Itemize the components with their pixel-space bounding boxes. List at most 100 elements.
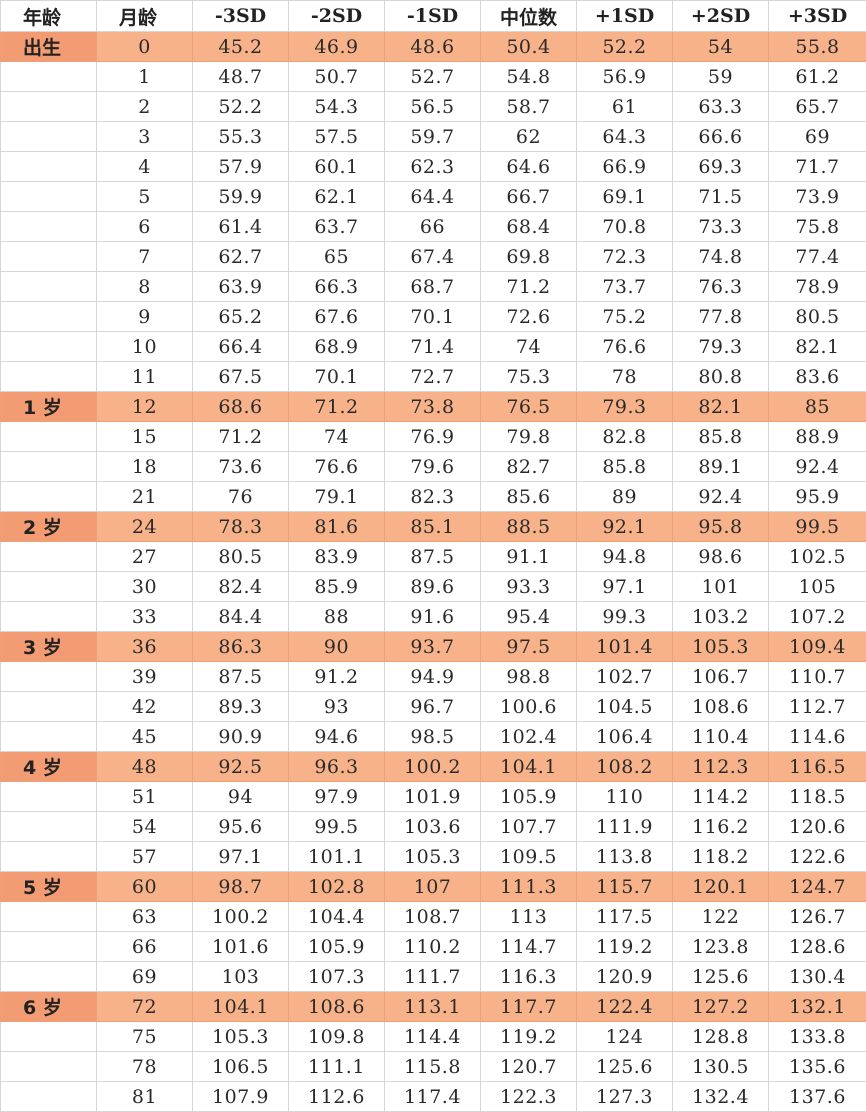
month-cell: 78 <box>96 1051 193 1082</box>
value-cell: 112.7 <box>768 691 866 722</box>
month-cell: 5 <box>96 181 193 212</box>
table-row: 3 55.3 57.5 59.7 62 64.3 66.6 69 <box>0 121 866 152</box>
value-cell: 54 <box>672 31 769 62</box>
value-cell: 103 <box>192 961 289 992</box>
month-cell: 18 <box>96 451 193 482</box>
value-cell: 107.7 <box>480 811 577 842</box>
value-cell: 103.6 <box>384 811 481 842</box>
value-cell: 98.7 <box>192 871 289 902</box>
value-cell: 68.7 <box>384 271 481 302</box>
value-cell: 98.8 <box>480 661 577 692</box>
value-cell: 75.8 <box>768 211 866 242</box>
table-row: 51 94 97.9 101.9 105.9 110 114.2 118.5 <box>0 781 866 812</box>
value-cell: 104.1 <box>480 751 577 782</box>
value-cell: 69.3 <box>672 151 769 182</box>
age-cell <box>0 961 97 992</box>
value-cell: 64.4 <box>384 181 481 212</box>
header-plus3sd: +3SD <box>768 0 866 32</box>
value-cell: 116.5 <box>768 751 866 782</box>
value-cell: 102.8 <box>288 871 385 902</box>
age-cell: 1 岁 <box>0 391 97 422</box>
age-cell <box>0 571 97 602</box>
month-cell: 42 <box>96 691 193 722</box>
value-cell: 97.1 <box>192 841 289 872</box>
age-cell <box>0 181 97 212</box>
value-cell: 109.8 <box>288 1021 385 1052</box>
value-cell: 85.6 <box>480 481 577 512</box>
month-cell: 12 <box>96 391 193 422</box>
month-cell: 75 <box>96 1021 193 1052</box>
value-cell: 92.1 <box>576 511 673 542</box>
month-cell: 24 <box>96 511 193 542</box>
table-row: 27 80.5 83.9 87.5 91.1 94.8 98.6 102.5 <box>0 541 866 572</box>
age-cell <box>0 211 97 242</box>
value-cell: 87.5 <box>384 541 481 572</box>
value-cell: 73.9 <box>768 181 866 212</box>
value-cell: 84.4 <box>192 601 289 632</box>
table-row: 21 76 79.1 82.3 85.6 89 92.4 95.9 <box>0 481 866 512</box>
value-cell: 65.7 <box>768 91 866 122</box>
value-cell: 69.1 <box>576 181 673 212</box>
age-cell: 出生 <box>0 31 97 62</box>
month-cell: 54 <box>96 811 193 842</box>
value-cell: 66.4 <box>192 331 289 362</box>
value-cell: 57.9 <box>192 151 289 182</box>
value-cell: 96.7 <box>384 691 481 722</box>
month-cell: 66 <box>96 931 193 962</box>
table-row: 4 岁 48 92.5 96.3 100.2 104.1 108.2 112.3 116.5 <box>0 751 866 782</box>
table-row: 6 岁 72 104.1 108.6 113.1 117.7 122.4 127.2 132.1 <box>0 991 866 1022</box>
value-cell: 103.2 <box>672 601 769 632</box>
value-cell: 88.5 <box>480 511 577 542</box>
value-cell: 113 <box>480 901 577 932</box>
month-cell: 10 <box>96 331 193 362</box>
value-cell: 56.9 <box>576 61 673 92</box>
value-cell: 69 <box>768 121 866 152</box>
value-cell: 54.3 <box>288 91 385 122</box>
age-cell <box>0 91 97 122</box>
table-row: 1 48.7 50.7 52.7 54.8 56.9 59 61.2 <box>0 61 866 92</box>
header-month: 月龄 <box>96 0 193 32</box>
table-row: 5 59.9 62.1 64.4 66.7 69.1 71.5 73.9 <box>0 181 866 212</box>
value-cell: 71.5 <box>672 181 769 212</box>
table-row: 57 97.1 101.1 105.3 109.5 113.8 118.2 122.6 <box>0 841 866 872</box>
table-row: 42 89.3 93 96.7 100.6 104.5 108.6 112.7 <box>0 691 866 722</box>
value-cell: 55.8 <box>768 31 866 62</box>
value-cell: 61.2 <box>768 61 866 92</box>
month-cell: 81 <box>96 1081 193 1112</box>
value-cell: 71.2 <box>288 391 385 422</box>
value-cell: 100.6 <box>480 691 577 722</box>
value-cell: 124 <box>576 1021 673 1052</box>
value-cell: 67.6 <box>288 301 385 332</box>
value-cell: 66.9 <box>576 151 673 182</box>
month-cell: 51 <box>96 781 193 812</box>
value-cell: 72.7 <box>384 361 481 392</box>
value-cell: 97.5 <box>480 631 577 662</box>
value-cell: 105.3 <box>192 1021 289 1052</box>
value-cell: 104.4 <box>288 901 385 932</box>
value-cell: 72.6 <box>480 301 577 332</box>
value-cell: 124.7 <box>768 871 866 902</box>
value-cell: 95.9 <box>768 481 866 512</box>
month-cell: 39 <box>96 661 193 692</box>
value-cell: 90 <box>288 631 385 662</box>
value-cell: 73.8 <box>384 391 481 422</box>
value-cell: 85.8 <box>672 421 769 452</box>
value-cell: 108.7 <box>384 901 481 932</box>
value-cell: 101.9 <box>384 781 481 812</box>
value-cell: 68.9 <box>288 331 385 362</box>
value-cell: 66 <box>384 211 481 242</box>
value-cell: 50.7 <box>288 61 385 92</box>
age-cell <box>0 271 97 302</box>
value-cell: 67.5 <box>192 361 289 392</box>
value-cell: 101 <box>672 571 769 602</box>
table-row: 7 62.7 65 67.4 69.8 72.3 74.8 77.4 <box>0 241 866 272</box>
value-cell: 45.2 <box>192 31 289 62</box>
month-cell: 11 <box>96 361 193 392</box>
table-row: 10 66.4 68.9 71.4 74 76.6 79.3 82.1 <box>0 331 866 362</box>
value-cell: 94.6 <box>288 721 385 752</box>
age-cell <box>0 931 97 962</box>
value-cell: 128.6 <box>768 931 866 962</box>
month-cell: 30 <box>96 571 193 602</box>
table-row: 39 87.5 91.2 94.9 98.8 102.7 106.7 110.7 <box>0 661 866 692</box>
